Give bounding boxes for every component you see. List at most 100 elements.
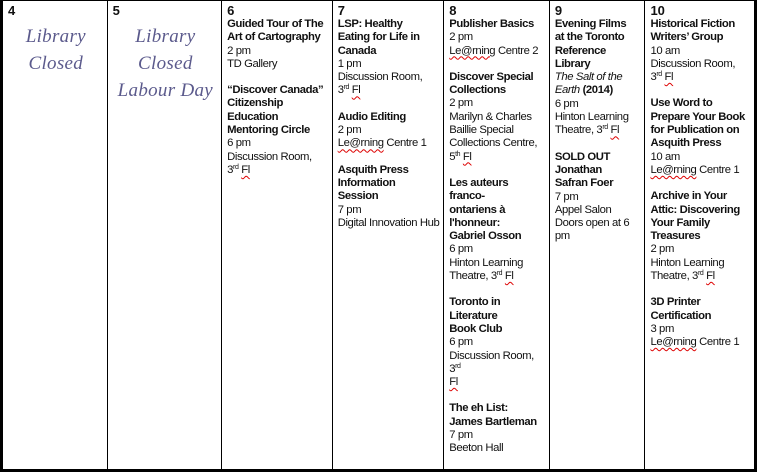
event-title-line: Jonathan bbox=[554, 163, 602, 176]
event-title-line: at the Toronto bbox=[554, 31, 625, 44]
closed-text-line: Library bbox=[25, 26, 86, 47]
event-title: LSP: Healthy Eating for Life in Canada bbox=[338, 18, 441, 58]
event-title-line: Eating for Life in bbox=[337, 31, 420, 44]
event: Asquith Press Information Session 7 pm Digit… bbox=[338, 164, 441, 230]
event-location: Digital Innovation Hub bbox=[338, 217, 441, 230]
location-text: Discussion Room, bbox=[337, 71, 423, 84]
location-text: Appel Salon bbox=[554, 203, 612, 216]
event-title-line: The eh List: bbox=[449, 402, 508, 415]
day-cell: 7 LSP: Healthy Eating for Life in Canada 1 p… bbox=[331, 1, 444, 469]
day-number: 6 bbox=[227, 3, 235, 18]
event-title: Toronto in Literature Book Club bbox=[449, 296, 546, 336]
event-title-line: ontariens à bbox=[449, 203, 506, 216]
day-cell: 10 Historical Fiction Writers’ Group 10 am D… bbox=[644, 1, 754, 469]
floor-number: 3 bbox=[227, 163, 234, 176]
event-time: 6 pm bbox=[554, 97, 579, 110]
location-name-misspelled: Le@rning bbox=[650, 163, 697, 176]
location-text: TD Gallery bbox=[227, 57, 278, 70]
floor-number: 5 bbox=[449, 150, 456, 163]
day-cell: 5 Library Closed Labour Day bbox=[106, 1, 222, 469]
event: Toronto in Literature Book Club 6 pm Discuss… bbox=[449, 296, 546, 389]
location-text: Marilyn & Charles Baillie Special Collec… bbox=[449, 110, 538, 150]
closed-text-line: Labour Day bbox=[117, 80, 214, 101]
event: Les auteurs franco-ontariens à l'honneur:… bbox=[449, 177, 546, 283]
event: Evening Films at the Toronto Reference Libr… bbox=[555, 18, 642, 138]
location-name-misspelled: Le@rning bbox=[449, 44, 496, 57]
event-location-floor: 5th Fl bbox=[449, 151, 546, 164]
event: SOLD OUT Jonathan Safran Foer 7 pm Appel Sal… bbox=[555, 151, 642, 244]
event-title-line: Literature bbox=[449, 309, 498, 322]
closed-text-line: Closed bbox=[28, 53, 84, 74]
event-title: SOLD OUT Jonathan Safran Foer bbox=[555, 151, 642, 191]
film-year: (2014) bbox=[579, 84, 614, 97]
event-title-line: Book Club bbox=[449, 322, 503, 335]
location-floor-label: Fl bbox=[706, 270, 715, 283]
event-title-line: l'honneur: bbox=[449, 216, 501, 229]
event-location: Le@rning Centre 2 bbox=[449, 45, 546, 58]
location-name-misspelled: Le@rning bbox=[337, 137, 384, 150]
event-title-line: Publisher Basics bbox=[449, 18, 534, 30]
event-title-line: James Bartleman bbox=[449, 415, 537, 428]
event-time: 6 pm bbox=[227, 137, 251, 150]
event-title: Discover Special Collections bbox=[449, 71, 546, 98]
location-floor-suffix: rd bbox=[496, 270, 503, 278]
event-title-line: Asquith Press bbox=[337, 163, 409, 176]
event-title-line: Safran Foer bbox=[554, 177, 614, 190]
event-title-line: Reference bbox=[554, 44, 606, 57]
event-title-line: Education bbox=[227, 110, 279, 123]
event-title-line: Your Family bbox=[650, 216, 710, 229]
floor-label: Fl bbox=[241, 163, 250, 176]
event-location: Le@rning Centre 1 bbox=[650, 336, 751, 349]
library-closed-notice: Library Closed bbox=[8, 23, 104, 77]
floor-suffix: rd bbox=[343, 84, 350, 92]
location-text: Beeton Hall bbox=[449, 442, 504, 455]
event-title: The eh List: James Bartleman bbox=[449, 402, 546, 429]
location-floor-label: Fl bbox=[449, 376, 458, 389]
event-title: “Discover Canada” Citizenship Education Men… bbox=[227, 84, 329, 137]
event-title-line: Les auteurs franco- bbox=[449, 176, 509, 203]
event-location: Discussion Room, bbox=[650, 58, 751, 71]
event-location: Hinton Learning Theatre, 3rd Fl bbox=[650, 257, 751, 284]
event: Discover Special Collections 2 pm Marilyn &… bbox=[449, 71, 546, 164]
event-location-floor: 3rd Fl bbox=[227, 164, 329, 177]
event-time: 2 pm bbox=[449, 97, 473, 110]
event-title: Historical Fiction Writers’ Group bbox=[650, 18, 751, 45]
event-location: Le@rning Centre 1 bbox=[338, 137, 441, 150]
location-text: Centre 2 bbox=[495, 44, 539, 57]
event-location: Discussion Room, 3rd Fl bbox=[449, 350, 546, 390]
location-floor-suffix: rd bbox=[602, 124, 608, 132]
event-title: Guided Tour of The Art of Cartography bbox=[227, 18, 329, 45]
day-number: 7 bbox=[337, 3, 345, 18]
event-title-line: Use Word to bbox=[650, 97, 713, 110]
event-title-line: 3D Printer bbox=[650, 296, 701, 309]
event: Audio Editing 2 pm Le@rning Centre 1 bbox=[338, 111, 441, 151]
location-text: Discussion Room, 3 bbox=[449, 349, 534, 375]
event-time: 2 pm bbox=[337, 124, 362, 137]
event-title-line: LSP: Healthy bbox=[337, 18, 403, 30]
event: Archive in Your Attic: Discovering Your Fa… bbox=[650, 190, 751, 283]
day-number: 10 bbox=[650, 3, 665, 18]
day-number: 5 bbox=[112, 3, 120, 18]
event-title-line: Gabriel Osson bbox=[449, 230, 522, 243]
day-number: 4 bbox=[8, 3, 16, 18]
event: Historical Fiction Writers’ Group 10 am Dis… bbox=[650, 18, 751, 84]
day-number: 9 bbox=[554, 3, 563, 18]
closed-text-line: Library bbox=[135, 26, 196, 47]
event-title-line: Asquith Press bbox=[650, 137, 722, 150]
event-note: Doors open at 6 pm bbox=[554, 217, 630, 243]
event-time: 2 pm bbox=[227, 44, 251, 57]
event-title-line: Collections bbox=[449, 84, 506, 97]
event-title-line: Writers’ Group bbox=[650, 31, 724, 44]
event-location: Hinton Learning Theatre, 3rd Fl bbox=[555, 111, 642, 138]
event-time: 1 pm bbox=[337, 57, 362, 70]
event-title-line: Historical Fiction bbox=[650, 18, 735, 30]
event: The eh List: James Bartleman 7 pm Beeton Ha… bbox=[449, 402, 546, 455]
floor-suffix: th bbox=[455, 150, 461, 158]
event-title-line: Library bbox=[554, 57, 591, 70]
floor-suffix: rd bbox=[233, 163, 239, 171]
event-location: Le@rning Centre 1 bbox=[650, 164, 751, 177]
event-location: Discussion Room, bbox=[338, 71, 441, 84]
floor-label: Fl bbox=[462, 150, 472, 163]
floor-suffix: rd bbox=[656, 71, 662, 79]
